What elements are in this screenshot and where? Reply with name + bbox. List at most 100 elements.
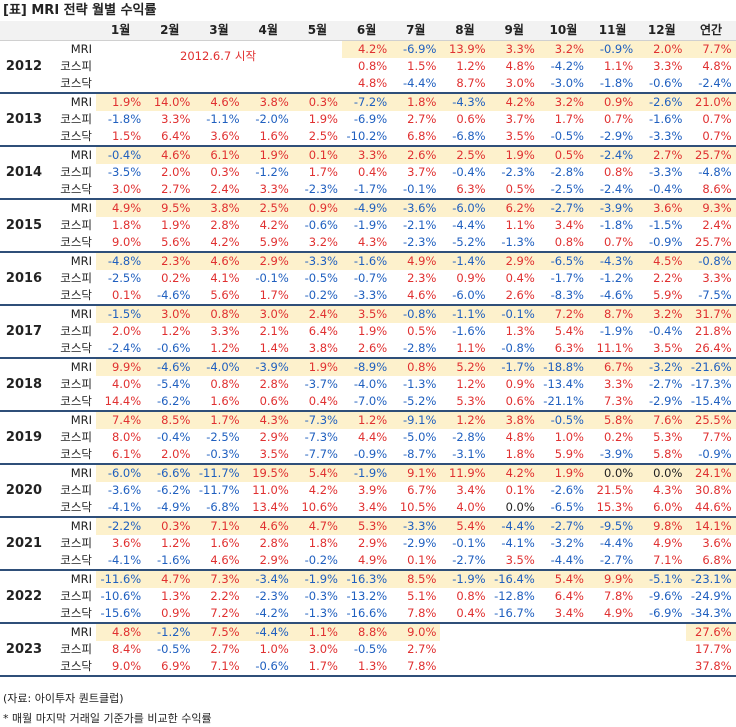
year-block: 2020 MRI -6.0% -6.6% -11.7% 19.5% 5.4% -1.9% 9.1… — [0, 465, 736, 518]
table-cell: -2.3% — [255, 589, 289, 603]
table-cell: 5.4% — [292, 465, 342, 482]
table-row: 코스닥 4.8% -4.4% 8.7% 3.0% -3.0% -1.8% -0.6% -2.4% — [48, 75, 736, 92]
table-cell: 1.5% — [407, 59, 437, 73]
table-cell: -15.4% — [690, 394, 732, 408]
table-cell: -4.6% — [145, 359, 195, 376]
table-cell: 8.5% — [391, 571, 441, 588]
header-cell: 10월 — [549, 23, 578, 37]
table-cell: -3.2% — [637, 359, 687, 376]
table-cell: 13.9% — [440, 41, 490, 58]
table-cell: -1.6% — [452, 324, 486, 338]
table-cell: -8.9% — [342, 359, 392, 376]
table-cell — [145, 75, 194, 92]
row-label: MRI — [70, 42, 92, 56]
table-cell: -2.6% — [637, 94, 687, 111]
table-cell: 2.8% — [259, 536, 289, 550]
table-row: 코스닥 -4.1% -1.6% 4.6% 2.9% -0.2% 4.9% 0.1% -2.7% 3… — [48, 552, 736, 569]
table-cell: 13.4% — [252, 500, 289, 514]
table-cell: -4.4% — [403, 76, 437, 90]
source-footnote: (자료: 아이투자 퀀트클럽) — [3, 692, 124, 705]
table-cell: -3.4% — [243, 571, 293, 588]
method-footnote: * 매월 마지막 거래일 기준가를 비교한 수익률 — [3, 712, 212, 725]
table-row: 코스피 0.8% 1.5% 1.2% 4.8% -4.2% 1.1% 3.3% 4.8% — [48, 58, 736, 75]
table-cell: 1.8% — [505, 447, 535, 461]
table-cell: -2.5% — [550, 182, 584, 196]
table-cell: 1.2% — [456, 377, 486, 391]
table-cell: 0.5% — [505, 182, 535, 196]
header-cell: 3월 — [209, 23, 229, 37]
table-cell: 4.9% — [357, 553, 388, 567]
table-cell — [440, 658, 489, 675]
table-row: 코스피 8.0% -0.4% -2.5% 2.9% -7.3% 4.4% -5.0% -2.8%… — [48, 429, 736, 446]
table-cell: -9.5% — [588, 518, 638, 535]
row-label: 코스닥 — [60, 553, 92, 567]
table-cell: -24.9% — [690, 589, 732, 603]
table-cell — [96, 41, 145, 58]
row-label: 코스피 — [60, 59, 92, 73]
table-cell: 25.7% — [686, 147, 736, 164]
year-block: 2022 MRI -11.6% 4.7% 7.3% -3.4% -1.9% -16.3% 8.5… — [0, 571, 736, 624]
table-cell: 3.0% — [505, 76, 535, 90]
table-cell: 5.2% — [440, 359, 490, 376]
table-cell: -2.3% — [501, 165, 535, 179]
table-cell: -2.4% — [588, 147, 638, 164]
row-label: MRI — [70, 201, 92, 215]
table-cell: 3.8% — [489, 412, 539, 429]
table-cell: -1.6% — [157, 553, 191, 567]
table-cell: 0.0% — [637, 465, 687, 482]
returns-table: 1월 2월 3월 4월 5월 6월 7월 8월 9월 10월 11월 12월 연간 2012 MRI 4.2… — [0, 21, 736, 677]
table-cell: -0.7% — [353, 271, 388, 285]
table-cell: -1.9% — [353, 218, 388, 232]
table-cell: -1.2% — [599, 271, 634, 285]
table-cell: 11.0% — [252, 483, 289, 497]
table-cell — [440, 624, 489, 641]
table-cell: 6.4% — [554, 589, 584, 603]
table-cell: 2.0% — [111, 324, 142, 338]
table-cell: -5.2% — [403, 394, 437, 408]
year-block: 2019 MRI 7.4% 8.5% 1.7% 4.3% -7.3% 1.2% -9.1% 1.2… — [0, 412, 736, 465]
table-cell: 1.1% — [505, 218, 535, 232]
table-cell: 11.1% — [596, 341, 634, 355]
header-cell: 4월 — [258, 23, 278, 37]
table-cell: 3.6% — [111, 536, 142, 550]
table-cell: 0.8% — [357, 59, 388, 73]
table-cell: 4.1% — [210, 271, 240, 285]
table-cell: -2.4% — [698, 76, 732, 90]
table-cell: 7.7% — [702, 430, 732, 444]
table-cell: -0.5% — [353, 642, 388, 656]
table-cell: -21.6% — [686, 359, 736, 376]
table-row: MRI -2.2% 0.3% 7.1% 4.6% 4.7% 5.3% -3.3% 5.4% -4.… — [48, 518, 736, 535]
table-cell: 4.0% — [456, 500, 486, 514]
table-cell: -2.5% — [206, 430, 240, 444]
table-cell: 3.4% — [357, 500, 388, 514]
table-cell: 0.7% — [603, 112, 634, 126]
table-cell: 11.9% — [440, 465, 490, 482]
row-label: MRI — [70, 360, 92, 374]
year-block: 2018 MRI 9.9% -4.6% -4.0% -3.9% 1.9% -8.9% 0.8% 5… — [0, 359, 736, 412]
table-cell: 5.1% — [407, 589, 437, 603]
table-row: 코스피 8.4% -0.5% 2.7% 1.0% 3.0% -0.5% 2.7% 17.7% — [48, 641, 736, 658]
table-cell: 6.3% — [554, 341, 584, 355]
table-cell: -4.9% — [342, 200, 392, 217]
table-cell: -4.2% — [550, 59, 584, 73]
row-label: 코스닥 — [60, 394, 92, 408]
table-cell: 4.2% — [342, 41, 392, 58]
year-label: 2017 — [0, 306, 48, 357]
table-cell: 4.7% — [145, 571, 195, 588]
table-cell — [588, 658, 637, 675]
table-cell: -4.4% — [599, 536, 634, 550]
table-cell: 19.5% — [243, 465, 293, 482]
table-cell: 3.0% — [111, 182, 142, 196]
table-cell: -2.9% — [403, 536, 437, 550]
row-label: 코스닥 — [60, 606, 92, 620]
table-cell: 2.1% — [259, 324, 289, 338]
table-cell: 4.4% — [357, 430, 388, 444]
table-row: 코스닥 9.0% 5.6% 4.2% 5.9% 3.2% 4.3% -2.3% -5.2% -1.… — [48, 234, 736, 251]
table-cell: 3.0% — [145, 306, 195, 323]
table-cell: -4.9% — [157, 500, 191, 514]
table-cell: 0.9% — [505, 377, 535, 391]
table-cell: -6.5% — [538, 253, 588, 270]
table-cell: 4.2% — [489, 465, 539, 482]
table-cell: -1.7% — [489, 359, 539, 376]
table-cell: 9.5% — [145, 200, 195, 217]
